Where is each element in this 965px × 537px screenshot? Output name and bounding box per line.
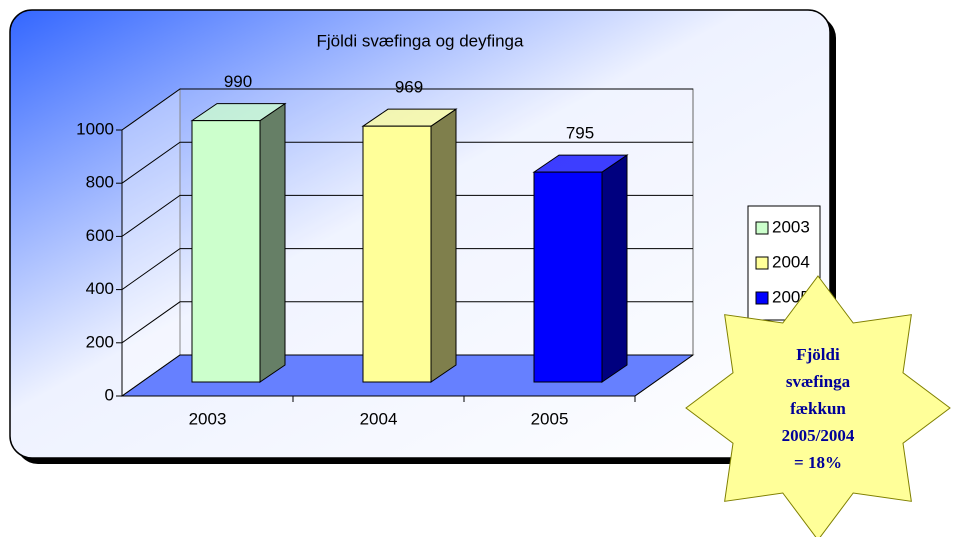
x-tick-label: 2003: [189, 409, 227, 428]
x-tick-label: 2005: [531, 409, 569, 428]
callout-star: [685, 275, 951, 537]
callout-text: Fjöldi: [796, 345, 840, 364]
legend-swatch: [755, 221, 769, 235]
callout-text: 2005/2004: [782, 426, 855, 445]
bar-side: [259, 102, 286, 383]
legend-label: 2004: [772, 252, 810, 271]
bar: [362, 125, 432, 383]
y-tick-label: 1000: [76, 119, 114, 138]
legend-label: 2003: [772, 217, 810, 236]
value-label: 795: [566, 124, 594, 143]
bar-side: [601, 154, 628, 383]
bar: [191, 120, 261, 383]
y-tick-label: 600: [86, 226, 114, 245]
bar: [533, 171, 603, 383]
grid-line: [121, 248, 693, 291]
y-tick-label: 200: [86, 332, 114, 351]
value-label: 990: [224, 72, 252, 91]
bar-side: [430, 108, 457, 383]
side-wall: [121, 88, 181, 397]
chart-title: Fjöldi svæfinga og deyfinga: [317, 31, 525, 50]
y-tick-label: 800: [86, 173, 114, 192]
grid-line: [121, 88, 693, 131]
grid-line: [121, 194, 693, 237]
grid-line: [121, 141, 693, 184]
grid-line: [121, 354, 693, 397]
x-tick-label: 2004: [360, 409, 398, 428]
callout-text: fækkun: [790, 399, 846, 418]
callout-text: = 18%: [794, 453, 842, 472]
callout-text: svæfinga: [786, 372, 851, 391]
value-label: 969: [395, 78, 423, 97]
legend-swatch: [755, 291, 769, 305]
y-tick-label: 400: [86, 279, 114, 298]
legend-swatch: [755, 256, 769, 270]
grid-line: [121, 301, 693, 344]
y-tick-label: 0: [105, 385, 114, 404]
floor-edge: [634, 354, 694, 397]
